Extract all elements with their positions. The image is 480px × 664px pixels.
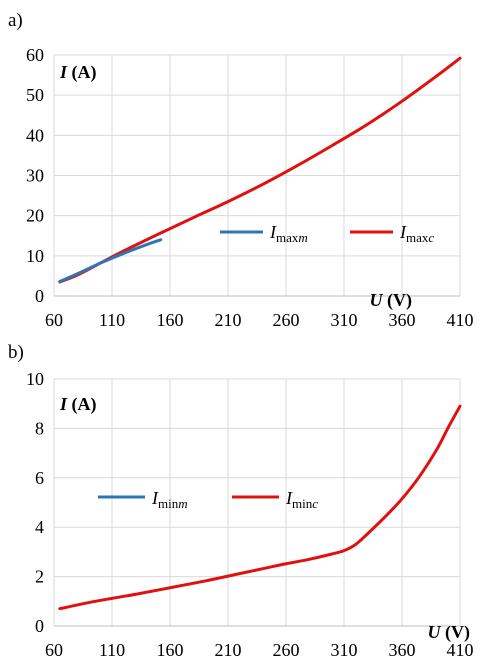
legend-imaxc-symbol: I — [399, 222, 407, 242]
panel-b-x-tick-label: 410 — [447, 640, 474, 660]
panel-a-x-tick-label: 310 — [331, 310, 358, 330]
legend-imaxc-sub: max — [406, 230, 429, 245]
panel-a-x-tick-label: 260 — [273, 310, 300, 330]
panel-a-y-tick-label: 50 — [26, 85, 44, 105]
panel-b-x-tick-label: 60 — [45, 640, 63, 660]
legend-iminc-symbol: I — [285, 488, 293, 508]
legend-label-imaxc: Imaxc — [399, 222, 434, 245]
panel-b-y-axis-symbol: I — [59, 394, 68, 414]
panel-a-legend: Imaxm Imaxc — [220, 222, 434, 245]
legend-imaxm-sub: max — [276, 230, 299, 245]
panel-b: b) 0 2 4 6 8 10 60 110 160 210 260 310 360 410 I (A)… — [8, 342, 474, 660]
panel-b-y-tick-label: 4 — [35, 517, 44, 537]
panel-b-x-ticks: 60 110 160 210 260 310 360 410 — [45, 640, 474, 660]
legend-imaxm-sub-italic: m — [298, 230, 307, 245]
legend-iminm-sub: min — [158, 496, 179, 511]
panel-a-y-axis-unit: (A) — [67, 62, 97, 83]
panel-b-y-ticks: 0 2 4 6 8 10 — [26, 369, 44, 636]
panel-b-y-tick-label: 8 — [35, 418, 44, 438]
panel-b-x-axis-unit: (V) — [441, 622, 471, 643]
panel-b-y-axis-title: I (A) — [59, 394, 97, 415]
panel-a-y-tick-label: 40 — [26, 125, 44, 145]
series-line-imaxc — [58, 56, 462, 284]
panel-a-label: a) — [8, 10, 23, 31]
panel-b-x-tick-label: 310 — [331, 640, 358, 660]
panel-a-y-ticks: 0 10 20 30 40 50 60 — [26, 45, 44, 306]
panel-a-grid — [53, 54, 461, 297]
panel-a-x-tick-label: 160 — [157, 310, 184, 330]
panel-a-y-tick-label: 10 — [26, 246, 44, 266]
panel-b-y-axis-unit: (A) — [67, 394, 97, 415]
panel-b-x-tick-label: 110 — [99, 640, 125, 660]
legend-iminc-sub-italic: c — [312, 496, 318, 511]
legend-label-iminm: Iminm — [151, 488, 188, 511]
legend-imaxc-sub-italic: c — [428, 230, 434, 245]
panel-a-x-tick-label: 60 — [45, 310, 63, 330]
legend-label-imaxm: Imaxm — [269, 222, 308, 245]
panel-b-label: b) — [8, 342, 24, 363]
legend-iminm-sub-italic: m — [178, 496, 187, 511]
panel-a-series — [58, 56, 462, 284]
panel-b-x-axis-symbol: U — [428, 622, 442, 642]
panel-b-series — [58, 404, 462, 611]
panel-a-y-tick-label: 30 — [26, 166, 44, 186]
panel-a-y-tick-label: 60 — [26, 45, 44, 65]
panel-b-x-tick-label: 360 — [389, 640, 416, 660]
panel-a-x-ticks: 60 110 160 210 260 310 360 410 — [45, 310, 474, 330]
panel-b-y-tick-label: 10 — [26, 369, 44, 389]
panel-b-y-tick-label: 6 — [35, 468, 44, 488]
legend-label-iminc: Iminc — [285, 488, 318, 511]
panel-a-x-tick-label: 410 — [447, 310, 474, 330]
panel-b-y-tick-label: 2 — [35, 567, 44, 587]
panel-a-y-tick-label: 0 — [35, 286, 44, 306]
panel-a-x-axis-unit: (V) — [383, 290, 413, 311]
panel-a: a) 0 10 20 30 40 50 60 60 110 160 210 260 310 360 410… — [8, 10, 474, 330]
panel-b-x-axis-title: U (V) — [428, 622, 471, 643]
legend-iminm-symbol: I — [151, 488, 159, 508]
panel-a-x-axis-title: U (V) — [370, 290, 413, 311]
panel-a-x-axis-symbol: U — [370, 290, 384, 310]
series-line-iminc — [58, 404, 462, 611]
panel-b-legend: Iminm Iminc — [98, 488, 318, 511]
panel-b-x-tick-label: 210 — [215, 640, 242, 660]
panel-b-x-tick-label: 160 — [157, 640, 184, 660]
panel-a-y-axis-symbol: I — [59, 62, 68, 82]
panel-a-x-tick-label: 360 — [389, 310, 416, 330]
panel-a-x-tick-label: 110 — [99, 310, 125, 330]
legend-iminc-sub: min — [292, 496, 313, 511]
panel-b-x-tick-label: 260 — [273, 640, 300, 660]
series-line-imaxm — [58, 238, 163, 284]
panel-a-y-tick-label: 20 — [26, 206, 44, 226]
panel-a-x-tick-label: 210 — [215, 310, 242, 330]
panel-b-grid — [53, 378, 461, 627]
legend-imaxm-symbol: I — [269, 222, 277, 242]
panel-a-y-axis-title: I (A) — [59, 62, 97, 83]
panel-b-y-tick-label: 0 — [35, 616, 44, 636]
